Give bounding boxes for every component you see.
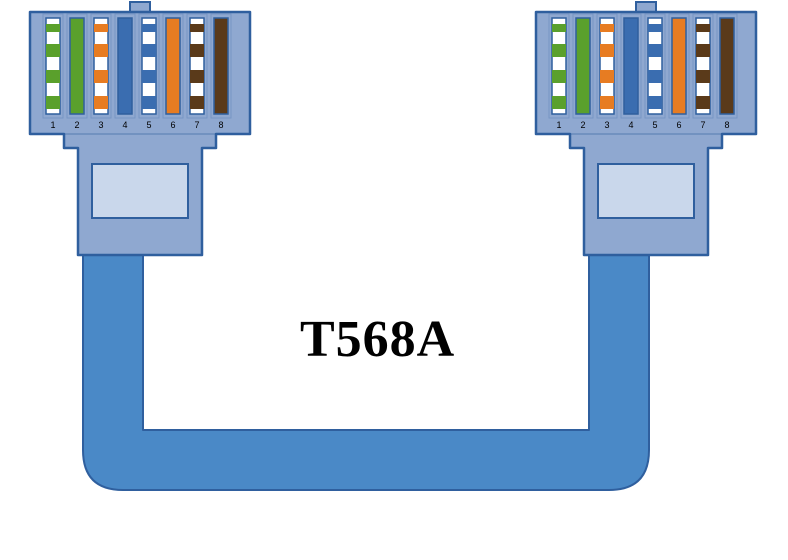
wire-6: 6 (669, 14, 689, 130)
pin-label: 7 (700, 120, 705, 130)
pin-label: 5 (146, 120, 151, 130)
wire-7: 7 (187, 14, 207, 130)
pin-label: 4 (122, 120, 127, 130)
rj45-connector: 1 2 3 4 5 6 7 8 (536, 2, 756, 255)
pin-label: 4 (628, 120, 633, 130)
pin-label: 3 (98, 120, 103, 130)
pin-label: 3 (604, 120, 609, 130)
wire-2: 2 (573, 14, 593, 130)
standard-label: T568A (300, 310, 455, 369)
wire-7: 7 (693, 14, 713, 130)
wire-5: 5 (139, 14, 159, 130)
cable (83, 250, 649, 490)
wire-1: 1 (549, 14, 569, 130)
wire-6: 6 (163, 14, 183, 130)
pin-label: 1 (556, 120, 561, 130)
wire-4: 4 (115, 14, 135, 130)
diagram-canvas: 1 2 3 4 5 6 7 8 1 2 3 4 5 6 7 8 (0, 0, 788, 555)
rj45-connector: 1 2 3 4 5 6 7 8 (30, 2, 250, 255)
wire-2: 2 (67, 14, 87, 130)
clip (130, 2, 150, 12)
pin-label: 8 (218, 120, 223, 130)
clip (636, 2, 656, 12)
pin-label: 6 (170, 120, 175, 130)
wire-5: 5 (645, 14, 665, 130)
pin-label: 2 (74, 120, 79, 130)
wire-4: 4 (621, 14, 641, 130)
pin-label: 2 (580, 120, 585, 130)
pin-label: 5 (652, 120, 657, 130)
pin-label: 1 (50, 120, 55, 130)
strain-relief (598, 164, 694, 218)
pin-label: 6 (676, 120, 681, 130)
wire-3: 3 (91, 14, 111, 130)
wire-8: 8 (717, 14, 737, 130)
wire-8: 8 (211, 14, 231, 130)
wire-3: 3 (597, 14, 617, 130)
pin-label: 8 (724, 120, 729, 130)
pin-label: 7 (194, 120, 199, 130)
wire-1: 1 (43, 14, 63, 130)
strain-relief (92, 164, 188, 218)
